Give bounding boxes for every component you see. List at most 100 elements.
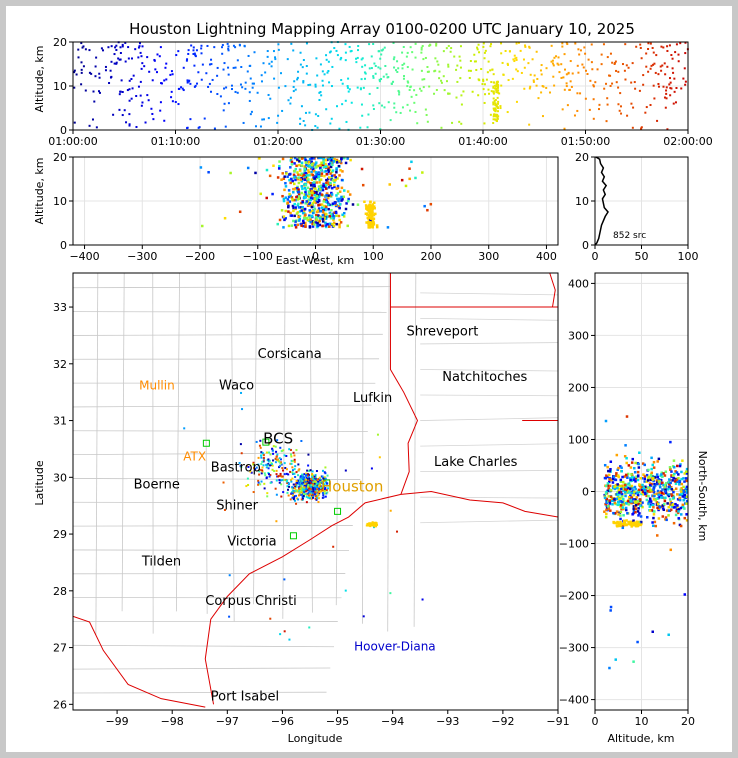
source-point [637,522,641,526]
source-point [631,478,634,482]
source-point [250,110,253,113]
source-point [496,96,499,99]
source-point [279,633,282,636]
source-point [327,60,330,63]
source-point [664,518,667,521]
source-point [302,172,305,176]
parish-line [420,417,558,421]
source-point [459,45,462,48]
source-point [339,169,342,172]
source-point [121,43,124,46]
source-point [183,427,186,430]
source-point [455,96,458,99]
source-point [652,516,655,520]
source-point [335,170,338,174]
source-point [159,46,162,49]
source-point [294,465,297,468]
source-point [625,64,628,67]
source-point [285,172,288,175]
source-point [484,93,487,96]
source-point [656,497,659,500]
source-point [332,218,335,222]
source-point [615,497,618,501]
source-point [661,507,665,510]
source-point [663,499,667,503]
source-point [683,593,687,596]
source-point [286,491,289,494]
source-point [637,466,641,469]
source-point [456,64,459,67]
source-point [158,55,161,58]
source-point [517,41,520,44]
source-point [618,524,621,528]
source-point [661,475,664,479]
source-point [280,483,283,486]
source-point [301,207,304,211]
source-point [254,171,257,175]
source-point [406,80,409,83]
source-point [375,225,379,229]
source-point [655,54,658,57]
source-point [317,175,321,178]
source-point [586,72,589,75]
source-point [94,75,97,78]
source-point [341,213,344,217]
source-point [616,491,619,494]
source-point [565,82,568,85]
source-point [540,73,543,76]
source-point [374,64,377,67]
source-point [314,484,317,487]
source-point [630,473,633,476]
source-point [208,63,211,66]
source-point [325,173,329,176]
source-point [619,478,623,482]
source-point [296,195,299,198]
source-point [364,212,368,216]
source-point [643,477,647,481]
source-point [321,84,324,87]
source-point [606,489,609,493]
source-point [492,122,495,125]
source-point [667,482,671,486]
source-point [613,485,616,489]
source-point [374,212,377,216]
source-point [313,478,316,481]
source-point [154,68,157,71]
source-point [260,463,263,466]
source-point [592,98,595,101]
source-point [283,218,286,222]
source-point [299,63,302,66]
source-point [306,176,309,180]
source-point [373,525,376,528]
source-point [270,464,273,467]
source-point [313,197,316,201]
source-point [434,57,437,60]
source-point [485,78,488,81]
source-point [615,69,618,72]
source-point [292,191,295,194]
source-point [119,58,122,61]
source-point [663,62,666,65]
source-point [636,510,640,513]
source-point [366,216,370,220]
source-point [317,171,320,174]
source-point [278,160,281,163]
source-point [170,96,173,99]
source-point [625,488,629,492]
source-point [560,76,563,79]
source-point [305,495,308,498]
source-point [618,491,621,494]
source-point [404,184,408,188]
source-point [290,480,293,483]
source-point [315,196,319,199]
source-point [315,161,318,164]
source-point [207,85,210,88]
source-point [289,211,292,215]
source-point [234,90,237,93]
source-point [406,51,409,54]
source-point [283,175,286,178]
source-point [344,161,348,165]
source-point [314,213,318,217]
source-point [174,101,177,104]
source-point [442,75,445,78]
